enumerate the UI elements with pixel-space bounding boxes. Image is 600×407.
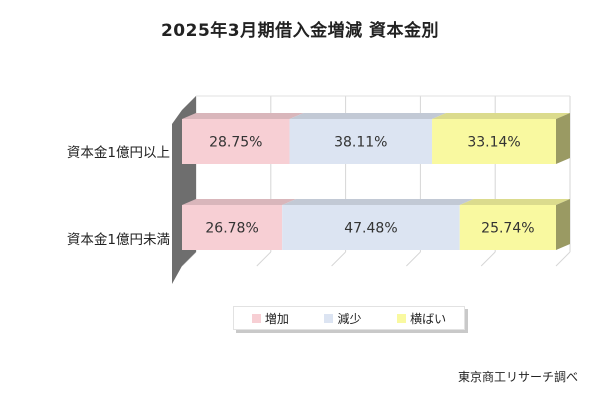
legend-item-decrease: 減少 [324,310,361,327]
bar-top [289,113,447,119]
data-label: 26.78% [205,221,258,237]
category-label-2: 資本金1億円未満 [66,232,170,248]
gridline-floor [555,251,571,267]
data-label: 25.74% [481,221,534,237]
legend-swatch-decrease [324,313,334,323]
legend-swatch-increase [251,313,261,323]
bar-top [182,199,297,205]
chart-legend: 増加 減少 横ばい [233,306,465,330]
bar-top [182,113,304,119]
bar-top [432,113,570,119]
gridline-floor [480,251,496,267]
chart-title: 2025年3月期借入金増減 資本金別 [160,21,440,41]
legend-label-increase: 増加 [264,311,289,326]
bar-side [556,113,570,164]
legend-label-flat: 横ばい [410,311,447,326]
bar-side [556,199,570,250]
gridline-floor [406,251,421,267]
bar-top [282,199,474,205]
gridline-floor [331,251,346,267]
data-label: 38.11% [334,135,387,151]
bar-segment [182,119,290,164]
legend-swatch-flat [397,313,407,323]
bar-segment [282,205,460,250]
data-label: 33.14% [467,135,520,151]
bar-segment [432,119,556,164]
bar-segment [182,205,283,250]
legend-item-increase: 増加 [251,310,289,327]
bar-segment [289,119,433,164]
data-label: 28.75% [209,135,262,151]
gridline-floor [256,251,272,267]
legend-label-decrease: 減少 [337,311,362,326]
source-note: 東京商工リサーチ調べ [457,370,578,384]
data-label: 47.48% [344,221,397,237]
category-label-1: 資本金1億円以上 [66,145,170,161]
bar-segment [459,205,556,250]
legend-item-flat: 横ばい [397,310,446,327]
bar-top [459,199,570,205]
